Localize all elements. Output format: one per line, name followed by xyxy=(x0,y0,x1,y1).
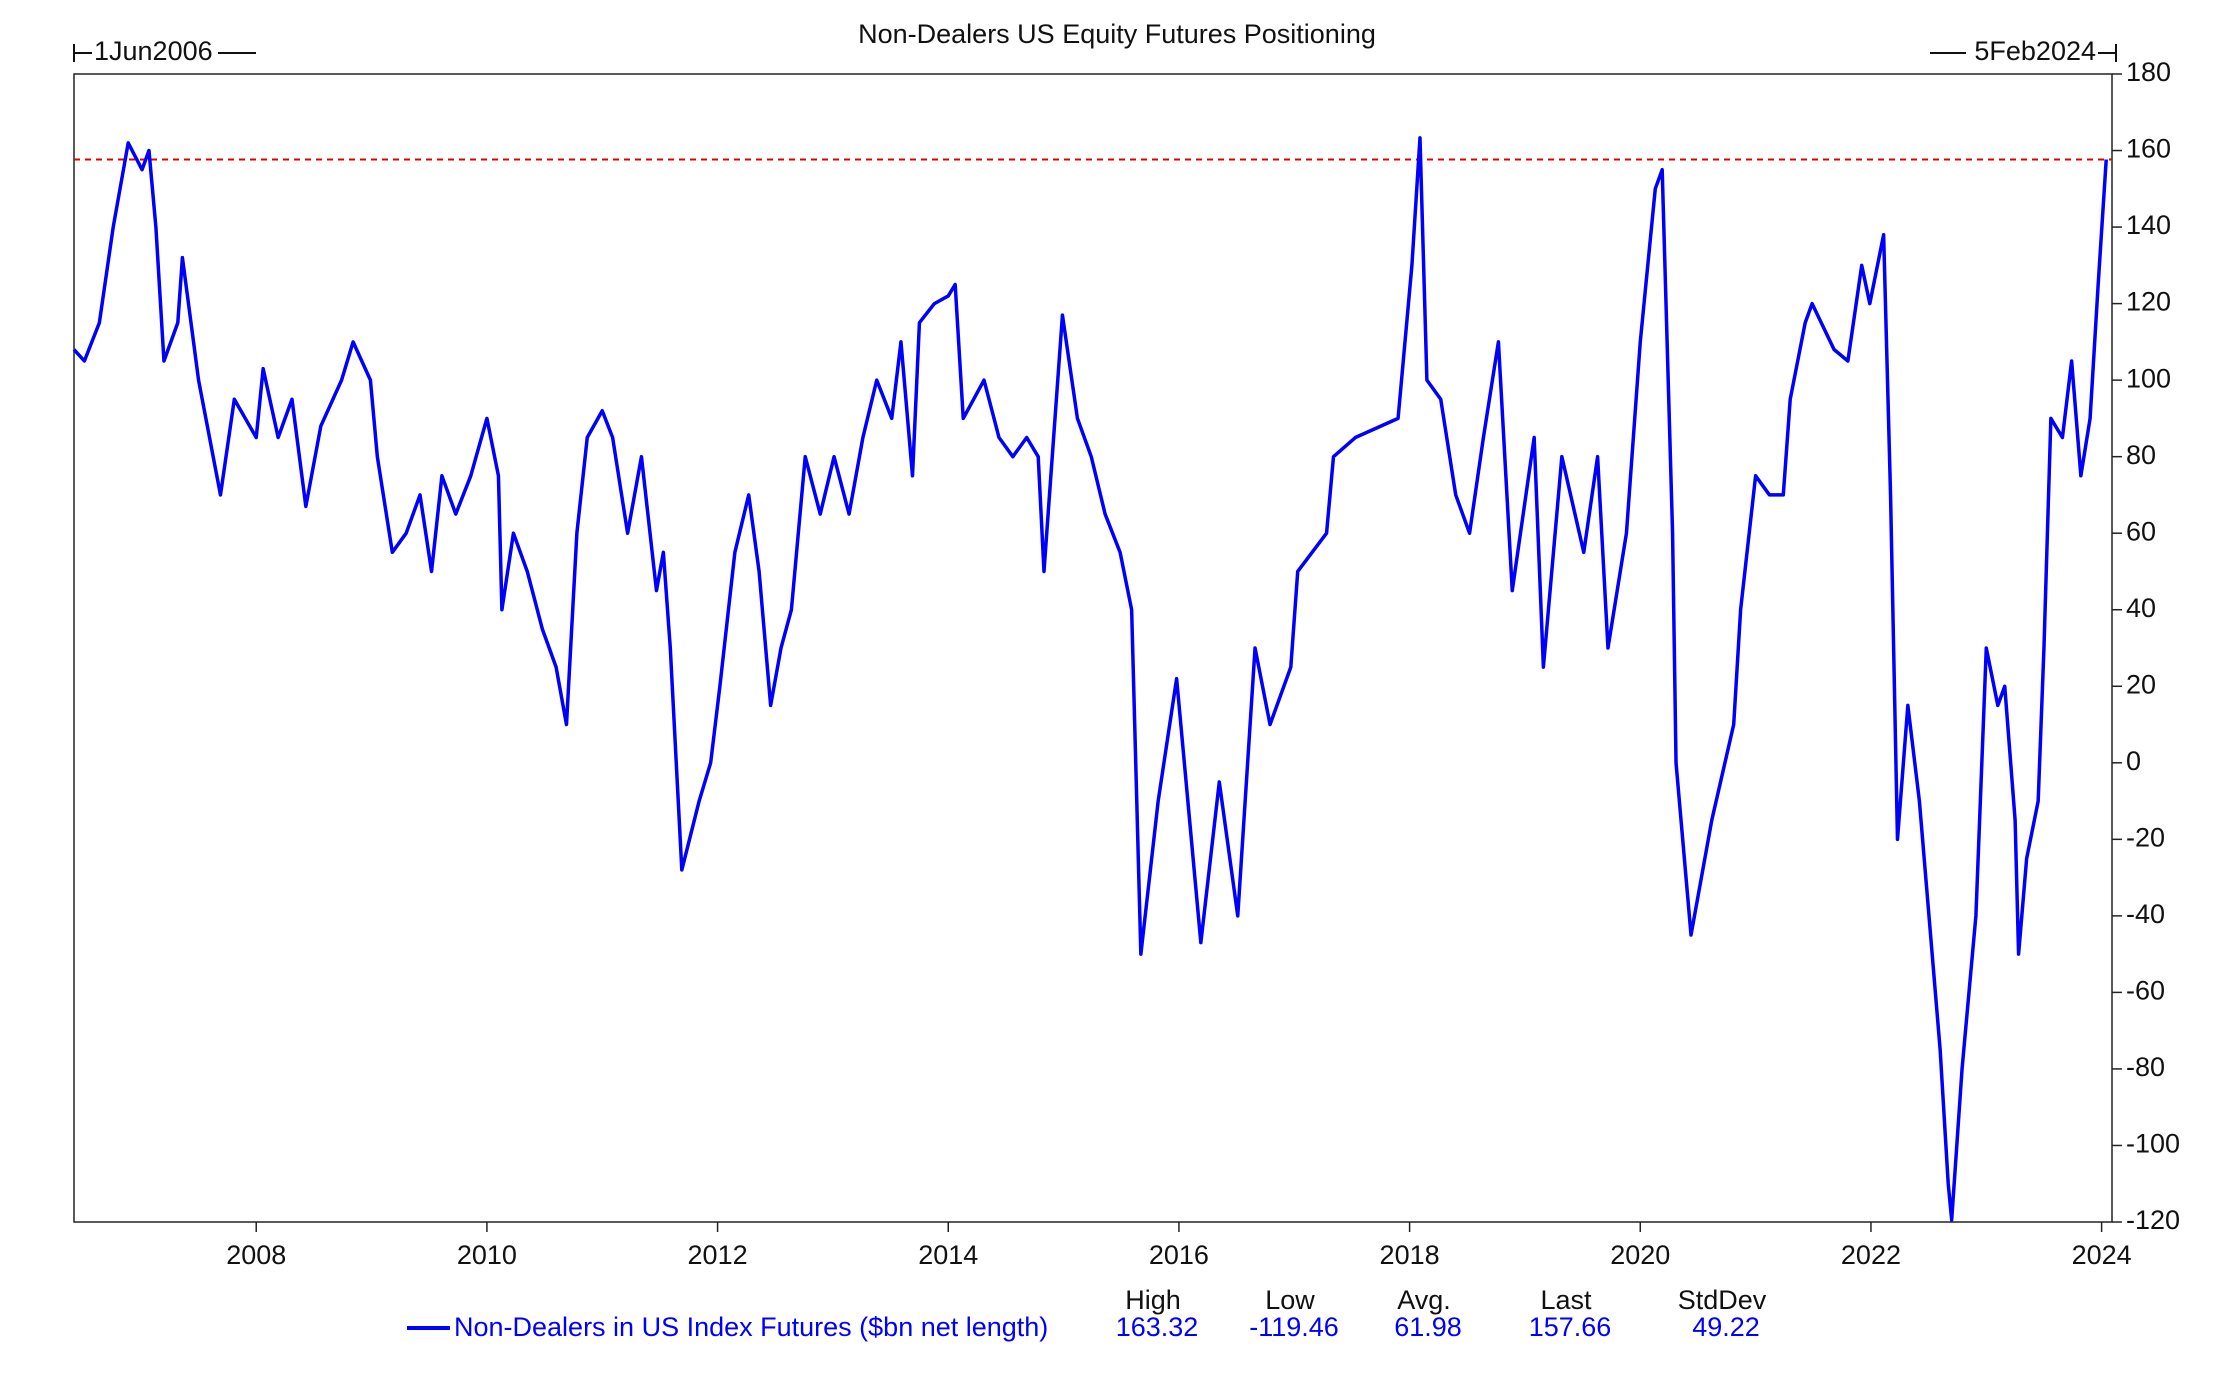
y-tick-label: -120 xyxy=(2126,1205,2180,1235)
stat-value: 61.98 xyxy=(1394,1312,1462,1342)
y-tick-label: -20 xyxy=(2126,822,2165,852)
stat-header: StdDev xyxy=(1678,1285,1767,1315)
y-tick-label: 100 xyxy=(2126,363,2171,393)
legend-label: Non-Dealers in US Index Futures ($bn net… xyxy=(454,1312,1048,1342)
y-tick-label: 0 xyxy=(2126,746,2141,776)
y-tick-label: 20 xyxy=(2126,669,2156,699)
y-tick-label: -80 xyxy=(2126,1052,2165,1082)
x-tick-label: 2008 xyxy=(226,1240,286,1270)
y-tick-label: -40 xyxy=(2126,899,2165,929)
y-tick-label: 80 xyxy=(2126,440,2156,470)
stat-header: High xyxy=(1125,1285,1181,1315)
x-tick-label: 2016 xyxy=(1149,1240,1209,1270)
start-date-label: 1Jun2006 xyxy=(94,36,213,66)
y-tick-label: 60 xyxy=(2126,516,2156,546)
stat-value: 157.66 xyxy=(1529,1312,1612,1342)
stat-value: 49.22 xyxy=(1692,1312,1760,1342)
x-tick-label: 2024 xyxy=(2072,1240,2132,1270)
end-date-label: 5Feb2024 xyxy=(1974,36,2096,66)
stat-value: -119.46 xyxy=(1249,1312,1339,1342)
stat-value: 163.32 xyxy=(1116,1312,1199,1342)
y-tick-label: 120 xyxy=(2126,287,2171,317)
y-tick-label: 140 xyxy=(2126,210,2171,240)
series-line xyxy=(72,136,2108,1222)
x-tick-label: 2014 xyxy=(918,1240,978,1270)
x-tick-label: 2022 xyxy=(1841,1240,1901,1270)
stat-header: Last xyxy=(1540,1285,1592,1315)
x-tick-label: 2010 xyxy=(457,1240,517,1270)
y-tick-label: 160 xyxy=(2126,134,2171,164)
y-tick-label: 180 xyxy=(2126,57,2171,87)
y-tick-label: 40 xyxy=(2126,593,2156,623)
x-tick-label: 2012 xyxy=(688,1240,748,1270)
chart-title: Non-Dealers US Equity Futures Positionin… xyxy=(858,19,1376,49)
x-tick-label: 2020 xyxy=(1610,1240,1670,1270)
stat-header: Low xyxy=(1265,1285,1315,1315)
plot-frame xyxy=(73,73,2113,1223)
x-tick-label: 2018 xyxy=(1380,1240,1440,1270)
y-tick-label: -60 xyxy=(2126,976,2165,1006)
y-tick-label: -100 xyxy=(2126,1129,2180,1159)
stat-header: Avg. xyxy=(1397,1285,1451,1315)
